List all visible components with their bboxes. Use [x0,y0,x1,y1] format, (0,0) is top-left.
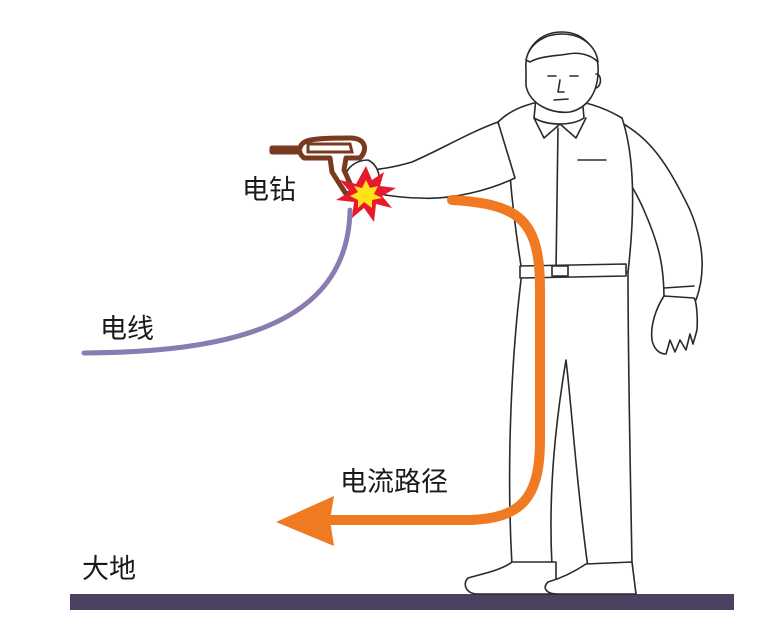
drill-label: 电钻 [242,175,296,206]
ground-bar [70,594,734,610]
person-icon [345,31,703,595]
wire-label: 电线 [100,314,154,345]
arrow-icon [276,496,334,546]
spark-icon [336,166,396,222]
current-path-line [325,195,545,525]
wire-line [81,207,353,356]
current-path-label: 电流路径 [340,467,448,498]
drill-icon [269,135,368,197]
ground-label: 大地 [82,554,136,585]
